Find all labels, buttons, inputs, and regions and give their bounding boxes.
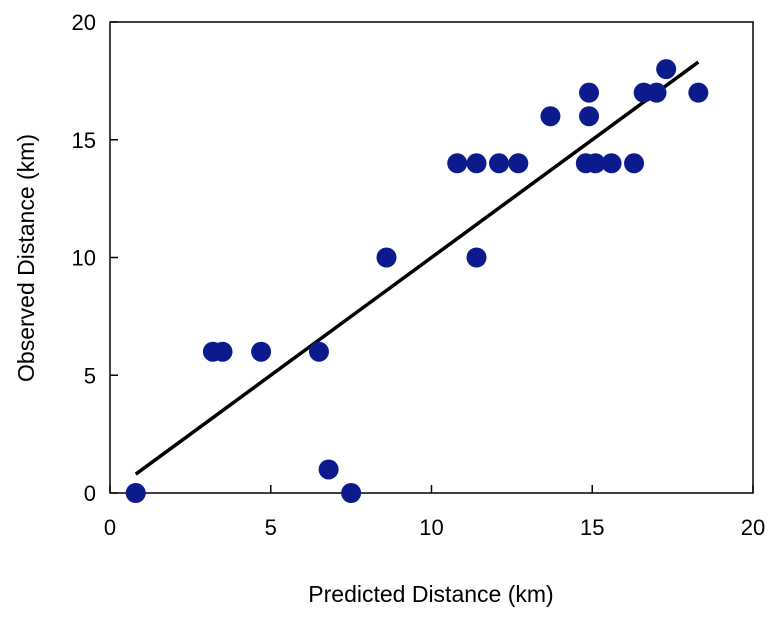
data-point [579,106,600,127]
data-points [125,59,709,503]
data-point [656,59,677,80]
data-point [251,341,272,362]
trendline-group [134,60,700,476]
x-axis-title: Predicted Distance (km) [308,581,553,607]
y-tick-label: 20 [72,10,96,35]
data-point [688,82,709,103]
data-point [376,247,397,268]
y-axis-title: Observed Distance (km) [13,134,39,382]
data-point [601,153,622,174]
y-tick-label: 15 [72,128,96,153]
data-point [466,247,487,268]
x-tick-label: 15 [580,515,604,540]
data-point [125,483,146,503]
data-point [212,341,233,362]
data-point [318,459,339,480]
x-tick-label: 10 [419,515,443,540]
y-axis-ticks: 0 5 10 15 20 [72,10,118,506]
data-point [540,106,561,127]
data-point [308,341,329,362]
data-point [341,483,362,503]
y-tick-label: 0 [84,481,96,506]
data-point [508,153,529,174]
data-point [585,153,606,174]
x-axis-ticks: 0 5 10 15 20 [104,485,765,540]
x-tick-label: 5 [265,515,277,540]
x-tick-label: 20 [741,515,765,540]
trendline [134,60,700,476]
data-point [447,153,468,174]
data-point [579,82,600,103]
x-tick-label: 0 [104,515,116,540]
data-point [489,153,510,174]
data-point [646,82,667,103]
y-tick-label: 10 [72,246,96,271]
data-point [466,153,487,174]
y-tick-label: 5 [84,363,96,388]
data-point [624,153,645,174]
